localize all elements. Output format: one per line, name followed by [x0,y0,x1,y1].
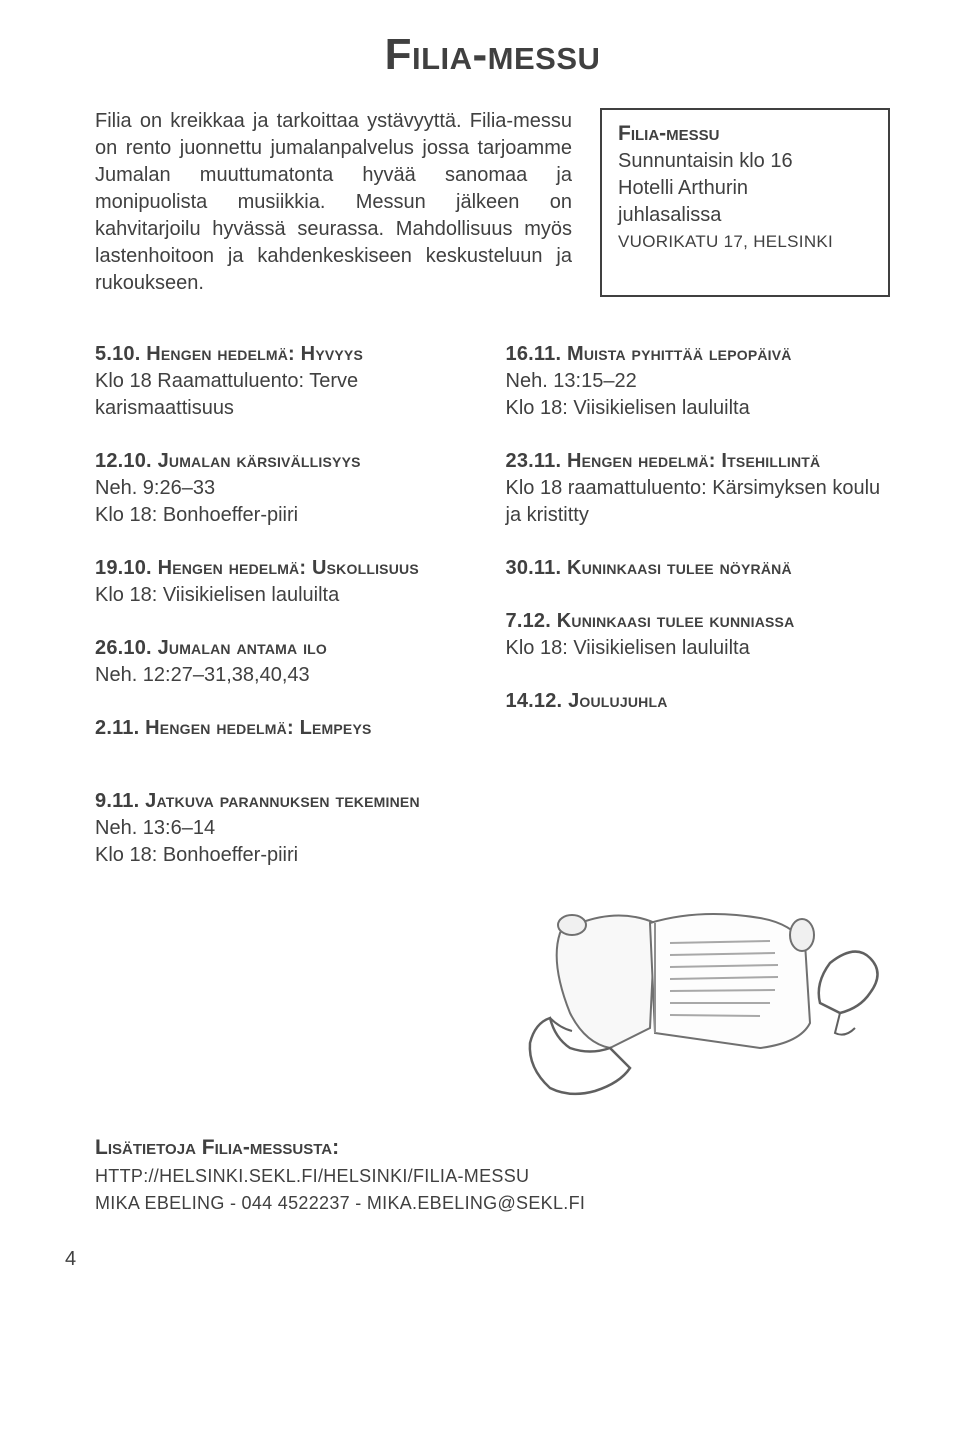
schedule-entry: 26.10. Jumalan antama ilo Neh. 12:27–31,3… [95,635,480,689]
entry-heading: Joulujuhla [568,690,667,712]
entry-date: 26.10. [95,637,158,659]
entry-body-line: Klo 18: Bonhoeffer-piiri [95,502,480,529]
entry-body-line: Neh. 9:26–33 [95,475,480,502]
entry-date: 30.11. [506,557,567,579]
entry-heading: Muista pyhittää lepopäivä [567,343,792,365]
infobox-title: Filia-messu [618,120,872,148]
footer-contact: MIKA EBELING - 044 4522237 - MIKA.EBELIN… [95,1190,890,1216]
infobox-address: VUORIKATU 17, HELSINKI [618,231,872,254]
entry-heading: Kuninkaasi tulee kunniassa [557,610,795,632]
entry-body-line: Klo 18: Viisikielisen lauluilta [506,635,891,662]
intro-paragraph: Filia on kreikkaa ja tarkoittaa ystävyyt… [95,108,572,297]
entry-date: 23.11. [506,450,567,472]
entry-date: 5.10. [95,343,146,365]
entry-date: 2.11. [95,717,145,739]
entry-heading: Jumalan kärsivällisyys [158,450,361,472]
right-column: 16.11. Muista pyhittää lepopäivä Neh. 13:… [506,341,891,768]
entry-heading: Hengen hedelmä: Lempeys [145,717,371,739]
schedule-entry: 30.11. Kuninkaasi tulee nöyränä [506,555,891,582]
left-column: 5.10. Hengen hedelmä: Hyvyys Klo 18 Raama… [95,341,480,768]
entry-date: 12.10. [95,450,158,472]
footer: Lisätietoja Filia-messusta: HTTP://HELSI… [95,1133,890,1216]
entry-body: Neh. 13:6–14Klo 18: Bonhoeffer-piiri [95,815,890,869]
infobox-line: juhlasalissa [618,202,872,229]
schedule-entry: 16.11. Muista pyhittää lepopäivä Neh. 13:… [506,341,891,422]
entry-heading: Jatkuva parannuksen tekeminen [145,790,420,812]
schedule-entry: 5.10. Hengen hedelmä: Hyvyys Klo 18 Raama… [95,341,480,422]
schedule-entry: 7.12. Kuninkaasi tulee kunniassa Klo 18: … [506,608,891,662]
footer-url: HTTP://HELSINKI.SEKL.FI/HELSINKI/FILIA-M… [95,1163,890,1189]
entry-body-line: Klo 18 Raamattuluento: Terve karismaatti… [95,368,480,422]
entry-date: 7.12. [506,610,557,632]
entry-heading: Kuninkaasi tulee nöyränä [567,557,792,579]
entry-date: 19.10. [95,557,158,579]
schedule-entry: 9.11. Jatkuva parannuksen tekeminen Neh.… [95,788,890,869]
schedule-entry: 14.12. Joulujuhla [506,688,891,715]
schedule-columns: 5.10. Hengen hedelmä: Hyvyys Klo 18 Raama… [95,341,890,768]
scroll-illustration-icon [510,873,890,1103]
schedule-entry: 12.10. Jumalan kärsivällisyys Neh. 9:26–3… [95,448,480,529]
page-number: 4 [65,1248,890,1271]
page: Filia-messu Filia on kreikkaa ja tarkoit… [0,0,960,1311]
page-title: Filia-messu [95,30,890,80]
schedule-entry: 23.11. Hengen hedelmä: Itsehillintä Klo 1… [506,448,891,529]
entry-date: 9.11. [95,790,139,812]
entry-heading: Hengen hedelmä: Hyvyys [146,343,363,365]
footer-title: Lisätietoja Filia-messusta: [95,1133,890,1163]
infobox-line: Hotelli Arthurin [618,175,872,202]
entry-body-line: Klo 18: Bonhoeffer-piiri [95,842,890,869]
entry-body-line: Klo 18: Viisikielisen lauluilta [506,395,891,422]
entry-body-line: Neh. 12:27–31,38,40,43 [95,662,480,689]
entry-date: 16.11. [506,343,567,365]
entry-body-line: Neh. 13:6–14 [95,815,890,842]
entry-heading: Hengen hedelmä: Itsehillintä [567,450,820,472]
entry-body-line: Neh. 13:15–22 [506,368,891,395]
infobox-line: Sunnuntaisin klo 16 [618,148,872,175]
entry-heading: Hengen hedelmä: Uskollisuus [158,557,419,579]
illustration-row [95,873,890,1103]
entry-body-line: Klo 18: Viisikielisen lauluilta [95,582,480,609]
entry-body-line: Klo 18 raamattuluento: Kärsimyksen koulu… [506,475,891,529]
top-row: Filia on kreikkaa ja tarkoittaa ystävyyt… [95,108,890,297]
schedule-entry: 19.10. Hengen hedelmä: Uskollisuus Klo 18… [95,555,480,609]
entry-date: 14.12. [506,690,569,712]
info-box: Filia-messu Sunnuntaisin klo 16 Hotelli … [600,108,890,297]
entry-heading: Jumalan antama ilo [158,637,327,659]
schedule-entry: 2.11. Hengen hedelmä: Lempeys [95,715,480,742]
